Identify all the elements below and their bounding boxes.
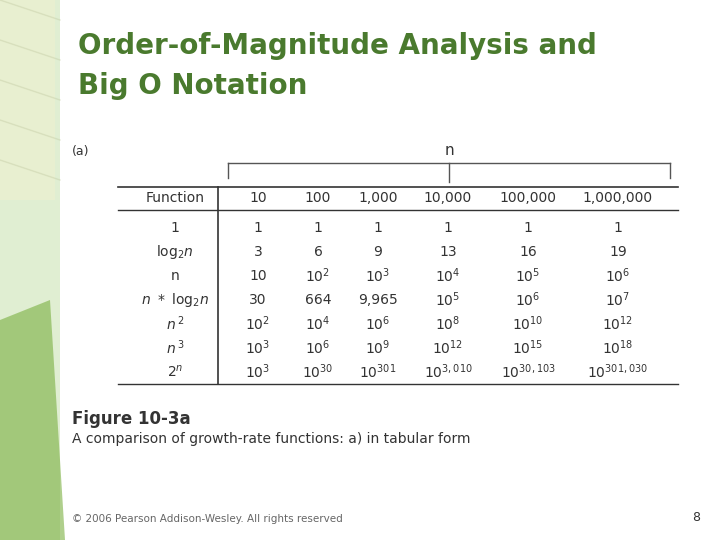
Text: Big O Notation: Big O Notation	[78, 72, 307, 100]
Text: $n^{\,3}$: $n^{\,3}$	[166, 339, 184, 357]
Text: $10^{301,030}$: $10^{301,030}$	[588, 363, 649, 381]
Text: $10^{6}$: $10^{6}$	[606, 267, 631, 285]
Text: 1: 1	[171, 221, 179, 235]
Text: $10^{3}$: $10^{3}$	[366, 267, 390, 285]
Text: A comparison of growth-rate functions: a) in tabular form: A comparison of growth-rate functions: a…	[72, 432, 470, 446]
Text: 1: 1	[253, 221, 262, 235]
Text: n: n	[171, 269, 179, 283]
Text: $n\ *\ \log_2\!n$: $n\ *\ \log_2\!n$	[141, 291, 209, 309]
Text: $10^{12}$: $10^{12}$	[603, 315, 634, 333]
Text: $10^{30}$: $10^{30}$	[302, 363, 334, 381]
Text: 10,000: 10,000	[424, 191, 472, 205]
Text: $10^{6}$: $10^{6}$	[516, 291, 541, 309]
Text: $10^{5}$: $10^{5}$	[516, 267, 541, 285]
Text: $10^{301}$: $10^{301}$	[359, 363, 397, 381]
Polygon shape	[0, 0, 55, 200]
Text: $2^n$: $2^n$	[167, 364, 184, 380]
Text: $n^{\,2}$: $n^{\,2}$	[166, 315, 184, 333]
Text: $10^{30,103}$: $10^{30,103}$	[500, 363, 555, 381]
Text: 30: 30	[249, 293, 266, 307]
Text: $10^{6}$: $10^{6}$	[305, 339, 330, 357]
Text: © 2006 Pearson Addison-Wesley. All rights reserved: © 2006 Pearson Addison-Wesley. All right…	[72, 514, 343, 524]
Text: 19: 19	[609, 245, 627, 259]
Text: 9,965: 9,965	[358, 293, 398, 307]
Text: $10^{8}$: $10^{8}$	[436, 315, 461, 333]
Text: 1: 1	[374, 221, 382, 235]
Text: $10^{6}$: $10^{6}$	[365, 315, 391, 333]
Text: 1,000: 1,000	[359, 191, 397, 205]
Text: Function: Function	[145, 191, 204, 205]
Text: 1: 1	[613, 221, 622, 235]
Text: Order-of-Magnitude Analysis and: Order-of-Magnitude Analysis and	[78, 32, 597, 60]
Text: 3: 3	[253, 245, 262, 259]
Text: n: n	[444, 143, 454, 158]
Text: $10^{3}$: $10^{3}$	[246, 339, 271, 357]
Text: $10^{15}$: $10^{15}$	[513, 339, 544, 357]
Text: $10^{4}$: $10^{4}$	[436, 267, 461, 285]
Text: $10^{3,010}$: $10^{3,010}$	[423, 363, 472, 381]
Text: (a): (a)	[72, 145, 89, 158]
Text: $10^{4}$: $10^{4}$	[305, 315, 330, 333]
Text: $10^{18}$: $10^{18}$	[602, 339, 634, 357]
Text: 1: 1	[314, 221, 323, 235]
Text: 8: 8	[692, 511, 700, 524]
Text: $10^{2}$: $10^{2}$	[305, 267, 330, 285]
Text: $10^{3}$: $10^{3}$	[246, 363, 271, 381]
Text: 1: 1	[523, 221, 532, 235]
Polygon shape	[0, 300, 65, 540]
Text: $10^{9}$: $10^{9}$	[365, 339, 391, 357]
Text: $10^{7}$: $10^{7}$	[606, 291, 631, 309]
Text: 13: 13	[439, 245, 456, 259]
Text: 9: 9	[374, 245, 382, 259]
Text: 664: 664	[305, 293, 331, 307]
Text: 100,000: 100,000	[500, 191, 557, 205]
Text: 6: 6	[314, 245, 323, 259]
Text: 16: 16	[519, 245, 537, 259]
Text: $10^{10}$: $10^{10}$	[512, 315, 544, 333]
Text: 1: 1	[444, 221, 452, 235]
Polygon shape	[0, 0, 60, 540]
Text: Figure 10-3a: Figure 10-3a	[72, 410, 191, 428]
Text: $10^{2}$: $10^{2}$	[246, 315, 271, 333]
Text: 10: 10	[249, 269, 267, 283]
Text: $10^{5}$: $10^{5}$	[436, 291, 461, 309]
Text: 100: 100	[305, 191, 331, 205]
Text: $\log_2\!n$: $\log_2\!n$	[156, 243, 194, 261]
Text: 1,000,000: 1,000,000	[583, 191, 653, 205]
Text: 10: 10	[249, 191, 267, 205]
Text: $10^{12}$: $10^{12}$	[433, 339, 464, 357]
